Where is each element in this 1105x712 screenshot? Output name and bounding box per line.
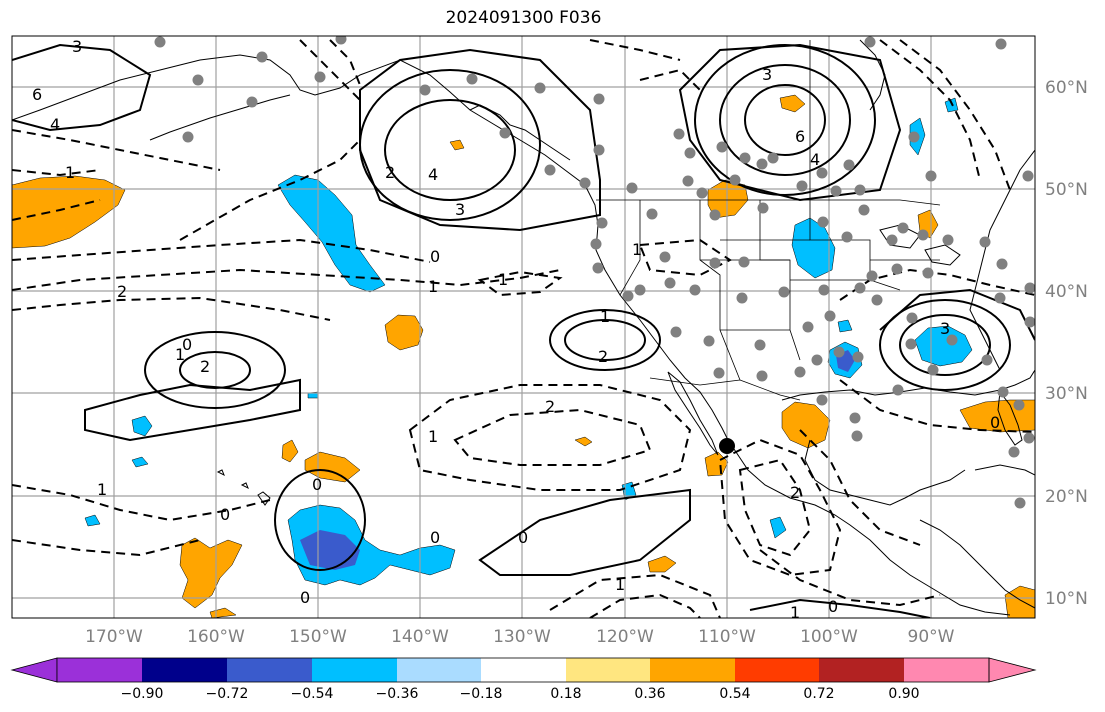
solid-contours — [12, 43, 1035, 618]
contour-label: 3 — [940, 319, 950, 338]
lon-tick-label: 140°W — [391, 627, 449, 647]
colorbar-tick-label: 0.90 — [888, 686, 919, 702]
map-border — [11, 35, 1036, 619]
colorbar-max-extension — [988, 657, 1037, 683]
contour-label: 0 — [312, 475, 322, 494]
station-dots — [154, 36, 1035, 509]
political-borders — [596, 40, 941, 401]
contour-label: 0 — [518, 528, 528, 547]
contour-label: 4 — [428, 165, 438, 184]
contour-label: 0 — [990, 413, 1000, 432]
contour-label: 1 — [615, 575, 625, 594]
contour-label: 2 — [545, 397, 555, 416]
contour-label: 1 — [175, 345, 185, 364]
contour-label: 2 — [385, 163, 395, 182]
colorbar-swatch — [735, 658, 819, 682]
contour-label: 0 — [430, 528, 440, 547]
contour-label: 3 — [72, 37, 82, 56]
contour-label: 0 — [182, 335, 192, 354]
lon-tick-label: 150°W — [289, 627, 347, 647]
lon-tick-label: 130°W — [493, 627, 551, 647]
colorbar-tick-label: −0.18 — [460, 686, 503, 702]
colorbar-tick-label: −0.72 — [206, 686, 249, 702]
colorbar-tick-label: 0.36 — [634, 686, 665, 702]
colorbar-tick-label: 0.72 — [803, 686, 834, 702]
latitude-labels: 60°N 50°N 40°N 30°N 20°N 10°N — [1045, 78, 1088, 609]
lon-tick-label: 90°W — [908, 627, 955, 647]
contour-label: 1 — [428, 277, 438, 296]
colorbar-swatch — [57, 658, 142, 682]
contour-label: 6 — [795, 127, 805, 146]
contour-label: 1 — [97, 480, 107, 499]
colorbar-tick-label: −0.90 — [121, 686, 164, 702]
longitude-labels: 170°W 160°W 150°W 140°W 130°W 120°W 110°… — [85, 627, 955, 647]
lon-tick-label: 110°W — [698, 627, 756, 647]
lat-tick-label: 60°N — [1045, 78, 1088, 98]
lat-tick-label: 20°N — [1045, 487, 1088, 507]
contour-label: 2 — [117, 282, 127, 301]
contour-label: 3 — [762, 65, 772, 84]
colorbar-tick-label: −0.36 — [376, 686, 419, 702]
contour-label: 4 — [810, 150, 820, 169]
map-panel — [12, 36, 1035, 618]
colorbar-min-extension — [10, 657, 58, 683]
colorbar-tick-label: 0.18 — [550, 686, 581, 702]
contour-label: 0 — [430, 247, 440, 266]
contour-label: 3 — [455, 200, 465, 219]
colorbar-tick-label: −0.54 — [291, 686, 334, 702]
contour-label: 1 — [790, 603, 800, 622]
colorbar-swatch — [142, 658, 227, 682]
colorbar-swatch — [819, 658, 904, 682]
contour-label: 2 — [790, 483, 800, 502]
contour-label: 4 — [50, 115, 60, 134]
contour-label: 2 — [200, 357, 210, 376]
contour-labels: 3 6 4 1 4 3 2 3 6 4 0 1 1 2 1 1 2 0 2 2 … — [32, 37, 1000, 622]
lat-tick-label: 50°N — [1045, 180, 1088, 200]
contour-label: 1 — [428, 427, 438, 446]
colorbar-swatch — [227, 658, 312, 682]
colorbar-swatch — [312, 658, 397, 682]
colorbar-swatch — [650, 658, 735, 682]
contour-label: 1 — [600, 307, 610, 326]
contour-label: 1 — [65, 163, 75, 182]
lon-tick-label: 160°W — [187, 627, 245, 647]
positive-anomaly-shading — [12, 94, 1035, 618]
contour-label: 0 — [300, 588, 310, 607]
colorbar-swatch — [481, 658, 566, 682]
contour-label: 0 — [220, 505, 230, 524]
lon-tick-label: 120°W — [596, 627, 654, 647]
colorbar: −0.90 −0.72 −0.54 −0.36 −0.18 0.18 0.36 … — [10, 657, 1037, 702]
contour-label: 1 — [632, 240, 642, 259]
lat-tick-label: 10°N — [1045, 589, 1088, 609]
colorbar-swatch — [904, 658, 989, 682]
colorbar-border — [56, 657, 990, 683]
contour-label: 6 — [32, 85, 42, 104]
lat-tick-label: 40°N — [1045, 282, 1088, 302]
lon-tick-label: 100°W — [800, 627, 858, 647]
lat-tick-label: 30°N — [1045, 384, 1088, 404]
storm-position-marker — [719, 438, 735, 454]
contour-label: 1 — [498, 270, 508, 289]
map-title: 2024091300 F036 — [445, 8, 602, 28]
lon-tick-label: 170°W — [85, 627, 143, 647]
contour-label: 0 — [828, 597, 838, 616]
contour-label: 2 — [598, 347, 608, 366]
colorbar-swatch — [566, 658, 650, 682]
colorbar-tick-label: 0.54 — [719, 686, 750, 702]
colorbar-swatch — [397, 658, 481, 682]
